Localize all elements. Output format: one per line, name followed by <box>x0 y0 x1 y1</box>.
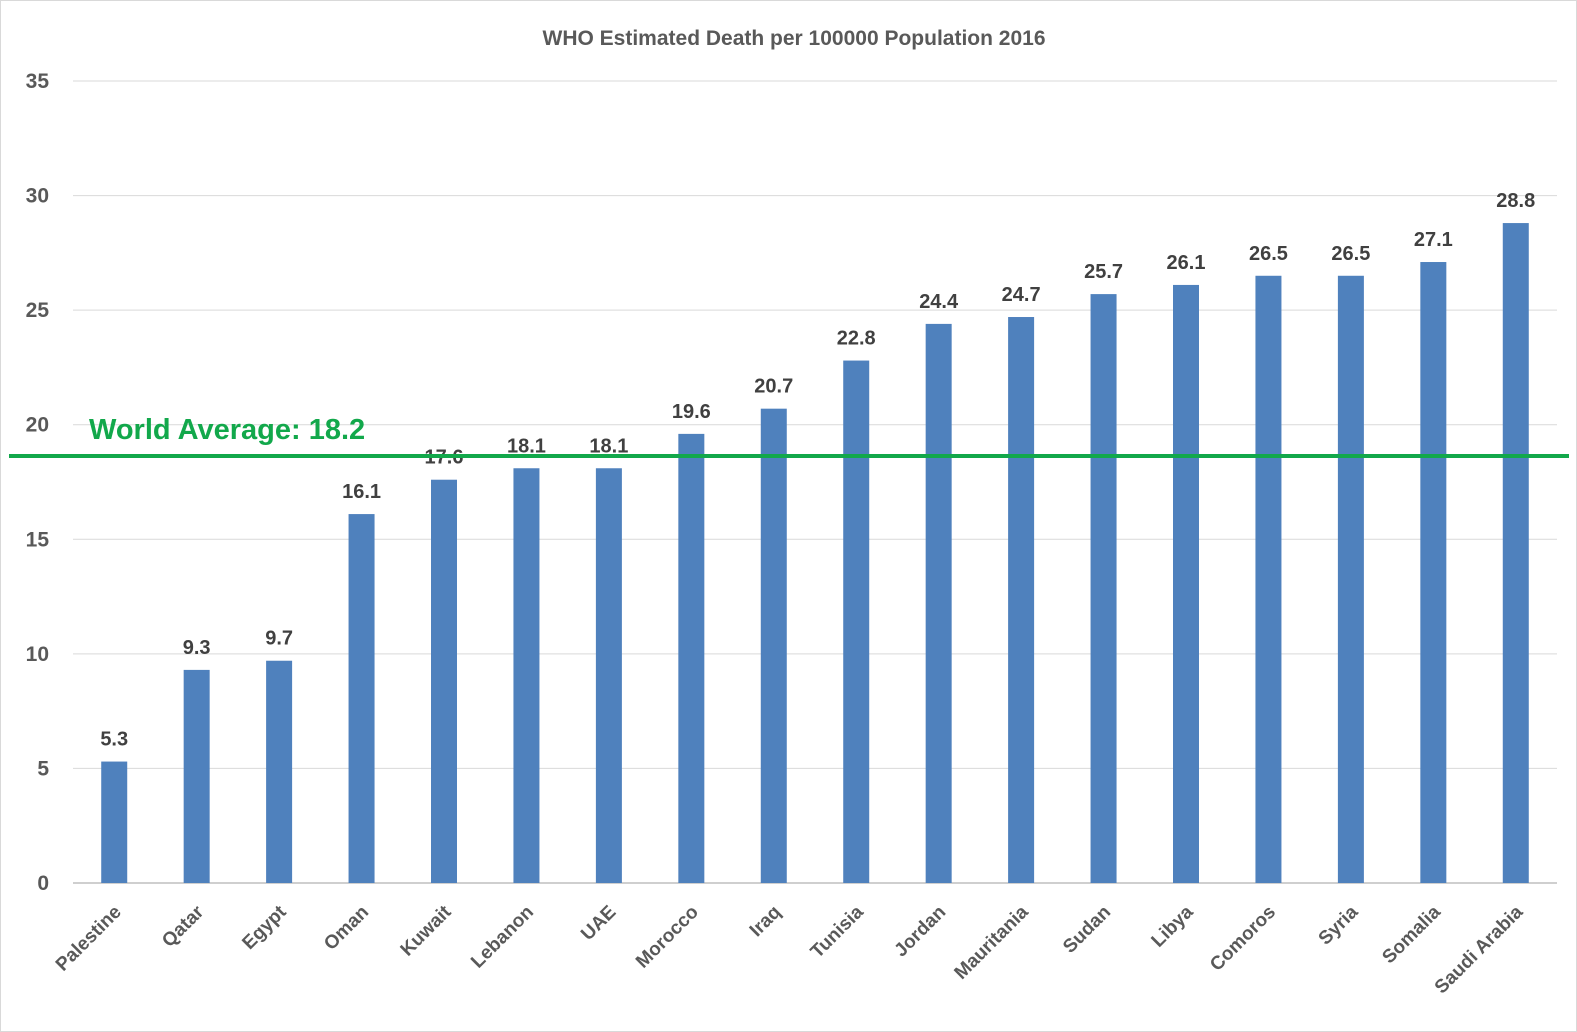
bar <box>1502 223 1529 883</box>
data-label: 9.3 <box>183 637 211 659</box>
data-labels: 5.39.39.716.117.618.118.119.620.722.824.… <box>100 190 1535 750</box>
data-label: 19.6 <box>672 401 711 423</box>
x-tick-label: Oman <box>320 902 373 955</box>
y-tick-label: 10 <box>26 643 49 666</box>
bar <box>925 323 952 883</box>
data-label: 16.1 <box>342 481 381 503</box>
x-tick-label: Sudan <box>1059 902 1115 958</box>
bar <box>760 408 787 883</box>
bar <box>678 433 705 883</box>
x-tick-label: Palestine <box>52 902 126 976</box>
data-label: 24.4 <box>919 291 959 313</box>
x-tick-label: Mauritania <box>951 901 1033 983</box>
bar <box>513 468 540 883</box>
y-tick-label: 0 <box>37 872 49 895</box>
gridlines <box>73 80 1557 884</box>
data-label: 18.1 <box>507 435 546 457</box>
data-label: 26.1 <box>1167 252 1206 274</box>
y-axis-ticks: 0 5 10 15 20 25 30 35 <box>26 70 50 895</box>
world-average-label: World Average: 18.2 <box>89 414 365 446</box>
y-tick-label: 30 <box>26 185 49 208</box>
bar <box>266 660 293 883</box>
x-tick-label: Kuwait <box>397 901 456 960</box>
data-label: 18.1 <box>589 435 628 457</box>
data-label: 27.1 <box>1414 229 1453 251</box>
bar <box>1090 294 1117 883</box>
y-tick-label: 5 <box>37 757 49 780</box>
x-tick-label: Egypt <box>238 901 291 954</box>
x-tick-label: Jordan <box>891 902 951 962</box>
data-label: 24.7 <box>1002 284 1041 306</box>
x-tick-label: Comoros <box>1206 902 1280 976</box>
bars <box>101 223 1529 884</box>
data-label: 22.8 <box>837 328 876 350</box>
bar <box>1173 284 1199 883</box>
bar <box>1337 275 1364 883</box>
x-tick-label: Somalia <box>1378 901 1445 968</box>
x-tick-label: Morocco <box>632 902 703 973</box>
world-average-reference: World Average: 18.2 <box>9 414 1569 458</box>
bar <box>843 360 870 883</box>
x-tick-label: Syria <box>1315 901 1363 949</box>
data-label: 28.8 <box>1496 190 1535 212</box>
data-label: 9.7 <box>265 628 293 650</box>
y-tick-label: 35 <box>26 70 50 93</box>
chart-title: WHO Estimated Death per 100000 Populatio… <box>543 27 1046 50</box>
x-tick-label: Lebanon <box>467 902 538 973</box>
y-tick-label: 15 <box>26 528 50 551</box>
bar <box>101 761 128 883</box>
x-tick-label: Libya <box>1148 901 1198 951</box>
bar <box>431 479 457 883</box>
bar <box>348 514 375 883</box>
data-label: 26.5 <box>1249 243 1288 265</box>
x-tick-label: UAE <box>577 902 620 945</box>
x-tick-label: Saudi Arabia <box>1431 901 1528 998</box>
x-axis-ticks: Palestine Qatar Egypt Oman Kuwait Lebanon UAE M… <box>52 901 1528 998</box>
x-tick-label: Tunisia <box>807 901 868 962</box>
data-label: 20.7 <box>754 376 793 398</box>
data-label: 26.5 <box>1331 243 1370 265</box>
bar <box>183 669 210 883</box>
data-label: 25.7 <box>1084 261 1123 283</box>
y-tick-label: 25 <box>26 299 50 322</box>
x-tick-label: Iraq <box>746 902 785 941</box>
bar <box>1008 317 1035 883</box>
data-label: 5.3 <box>100 729 128 751</box>
y-tick-label: 20 <box>26 414 49 437</box>
bar <box>1420 262 1447 884</box>
bar <box>1255 275 1282 883</box>
x-tick-label: Qatar <box>158 901 208 951</box>
bar <box>595 468 622 883</box>
